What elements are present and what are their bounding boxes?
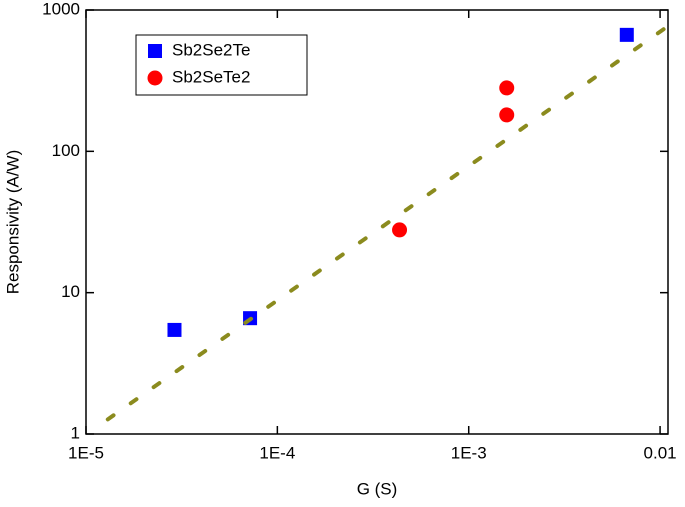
legend-marker [147,70,163,86]
x-tick-label: 1E-3 [451,443,487,462]
plot-frame [85,9,669,435]
y-axis-label: Responsivity (A/W) [3,150,22,295]
y-tick-label: 1 [71,423,80,442]
y-tick-label: 100 [52,141,80,160]
y-tick-label: 1000 [42,0,80,18]
legend-box [135,34,308,96]
y-tick-label: 10 [61,282,80,301]
data-point [499,107,515,123]
x-axis-label: G (S) [357,479,398,498]
data-point [167,322,182,337]
x-tick-label: 1E-5 [68,443,104,462]
x-tick-label: 1E-4 [259,443,295,462]
legend-label: Sb2Se2Te [172,40,250,59]
x-tick-label: 0.01 [644,443,677,462]
legend-marker [148,44,162,58]
legend-label: Sb2SeTe2 [172,67,250,86]
data-point [499,80,515,96]
trend-line [105,26,667,422]
data-point [619,27,634,42]
data-point [392,222,408,238]
